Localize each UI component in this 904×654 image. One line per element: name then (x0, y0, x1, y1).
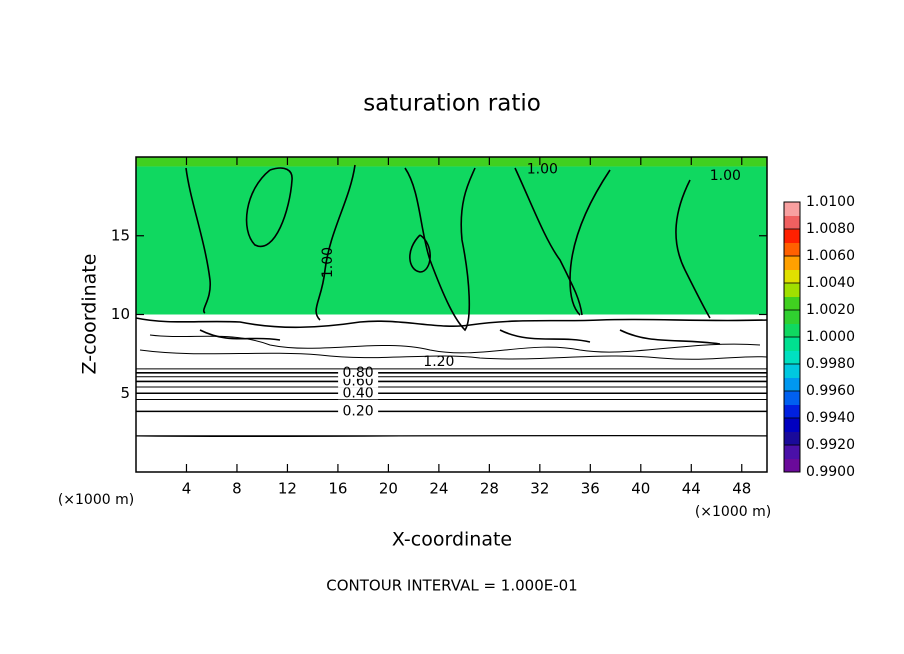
colorbar-tick-label: 1.0080 (806, 221, 855, 237)
colorbar-band (784, 296, 800, 311)
colorbar-tick-label: 1.0040 (806, 275, 855, 291)
contour-label: 0.40 (343, 385, 374, 401)
x-tick-label: 20 (379, 480, 398, 498)
x-tick-label: 36 (581, 480, 600, 498)
colorbar-tick-label: 0.9920 (806, 437, 855, 453)
contour-label-bg (338, 405, 379, 418)
colorbar-tick-label: 0.9980 (806, 356, 855, 372)
colorbar-band (784, 377, 800, 392)
x-tick-label: 12 (278, 480, 297, 498)
x-tick-label: 8 (232, 480, 242, 498)
footer-note: CONTOUR INTERVAL = 1.000E-01 (326, 577, 577, 595)
x-tick-label: 32 (530, 480, 549, 498)
x-unit: (×1000 m) (695, 504, 771, 520)
chart-title: saturation ratio (363, 91, 541, 117)
y-tick-label: 15 (111, 226, 130, 244)
y-unit: (×1000 m) (58, 492, 134, 508)
colorbar-band (784, 337, 800, 351)
colorbar-band (784, 283, 800, 297)
colorbar-band (784, 391, 800, 405)
x-tick-label: 44 (682, 480, 701, 498)
x-tick-label: 16 (328, 480, 347, 498)
x-axis-label: X-coordinate (392, 529, 512, 551)
colorbar-band (784, 310, 800, 324)
fill-layer (136, 157, 767, 315)
y-axis-label: Z-coordinate (79, 254, 101, 375)
contour-label-bg (338, 366, 379, 379)
plot-frame (135, 156, 768, 473)
contour-annotation: 1.00 (320, 247, 336, 278)
contour-annotation: 1.00 (527, 162, 558, 178)
colorbar-tick-label: 1.0060 (806, 248, 855, 264)
y-tick-label: 10 (111, 305, 130, 323)
colorbar-band (784, 242, 800, 257)
colorbar-band (784, 215, 800, 230)
colorbar-band (784, 256, 800, 270)
x-tick-label: 40 (631, 480, 650, 498)
filled-region (136, 166, 767, 315)
x-tick-label: 24 (429, 480, 448, 498)
colorbar-tick-label: 1.0100 (806, 194, 855, 210)
filled-region (136, 157, 767, 167)
colorbar-band (784, 229, 800, 243)
colorbar-tick-label: 0.9900 (806, 464, 855, 480)
colorbar-band (784, 458, 800, 473)
colorbar-band (784, 418, 800, 432)
contour-label: 0.20 (343, 403, 374, 419)
colorbar-tick-label: 0.9960 (806, 383, 855, 399)
colorbar-tick-label: 1.0000 (806, 329, 855, 345)
contour-label-bg (338, 387, 379, 400)
colorbar-band (784, 445, 800, 459)
y-tick-label: 5 (120, 384, 130, 402)
colorbar-band (784, 350, 800, 365)
colorbar-tick-label: 1.0020 (806, 302, 855, 318)
contour-label: 0.80 (343, 365, 374, 381)
colorbar-band (784, 431, 800, 446)
x-tick-label: 28 (480, 480, 499, 498)
colorbar-tick-label: 0.9940 (806, 410, 855, 426)
x-tick-label: 48 (732, 480, 751, 498)
contour-annotation: 1.20 (423, 354, 454, 370)
x-tick-label: 4 (182, 480, 192, 498)
colorbar-band (784, 364, 800, 378)
colorbar-band (784, 269, 800, 284)
colorbar-band (784, 404, 800, 419)
colorbar-band (784, 202, 800, 216)
contour-annotation: 1.00 (710, 168, 741, 184)
plot-layer: 0.200.400.600.801.00 1.001.001.204 8 12 16 20… (111, 157, 855, 498)
colorbar-band (784, 323, 800, 338)
